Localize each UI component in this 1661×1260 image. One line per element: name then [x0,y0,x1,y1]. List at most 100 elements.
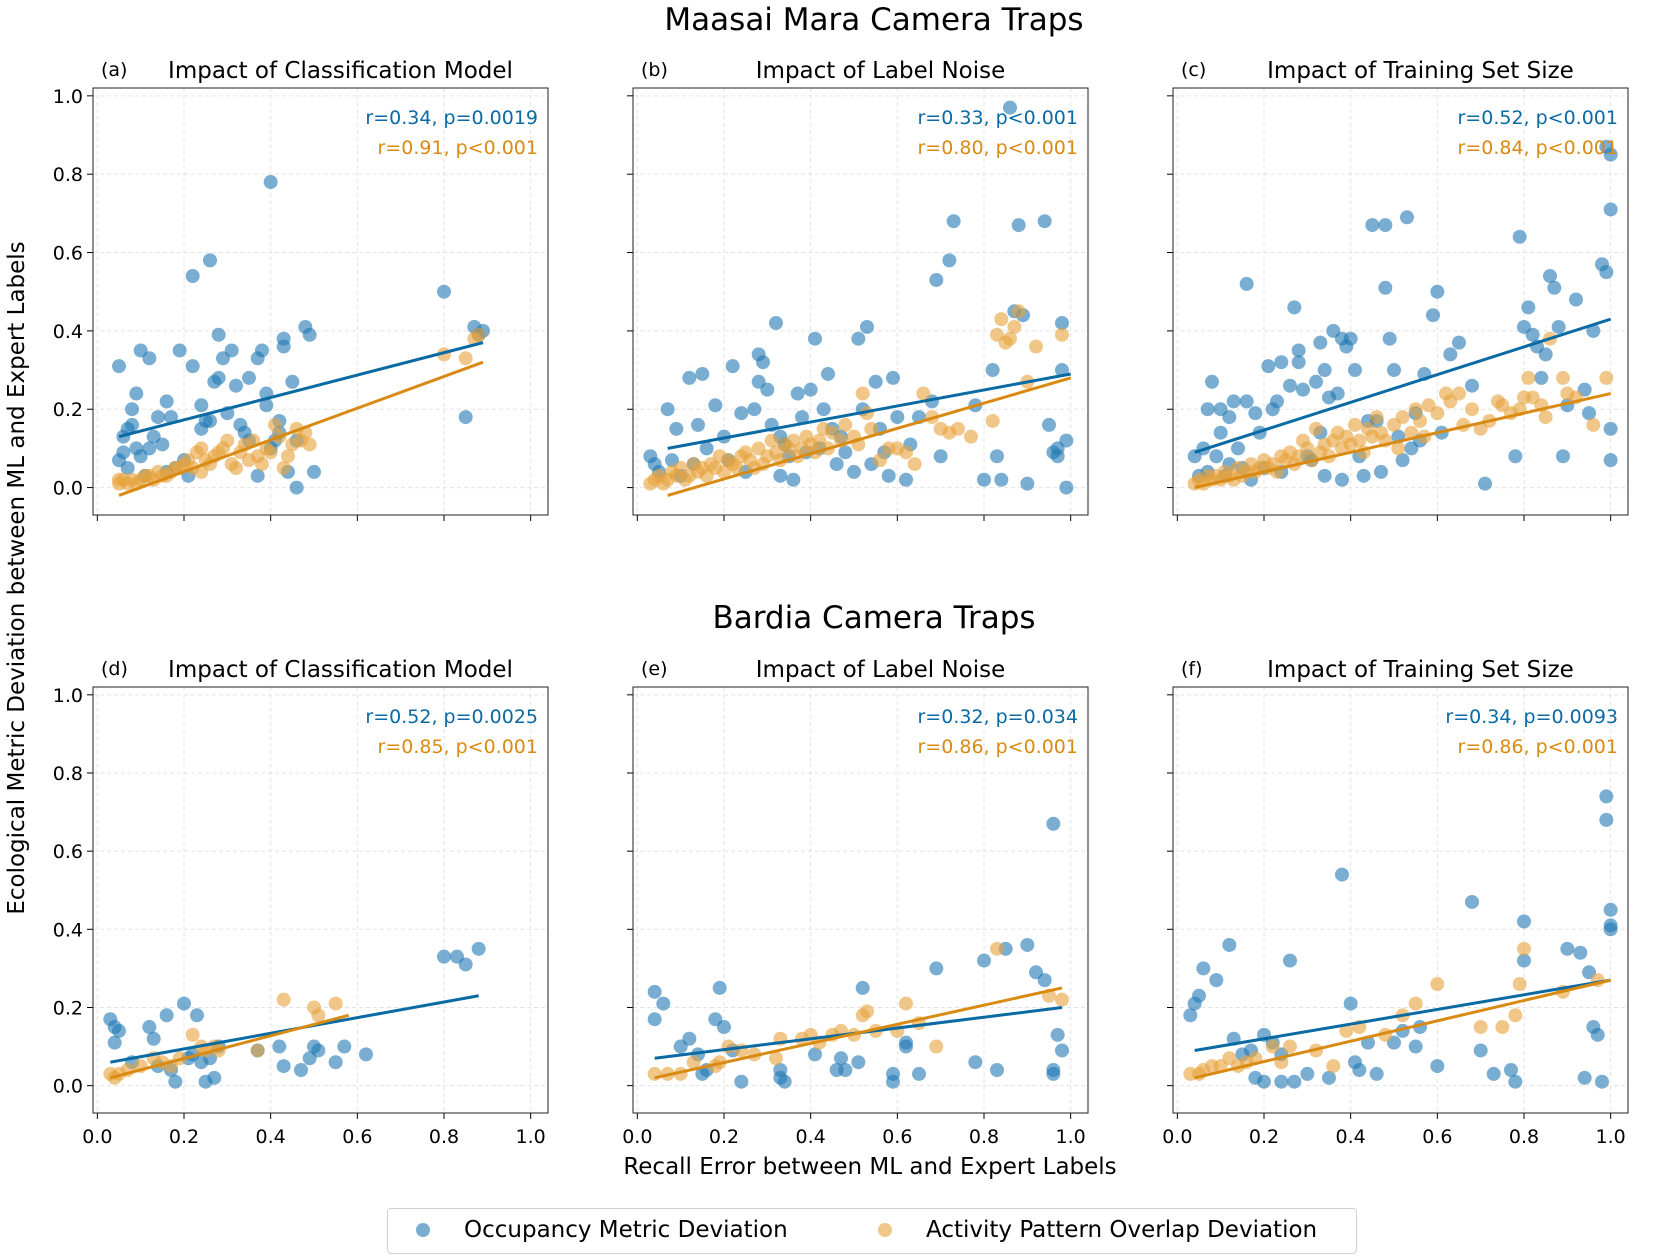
occupancy-point [172,343,187,358]
occupancy-stats: r=0.52, p=0.0025 [365,706,538,728]
activity-fit-line [118,360,484,497]
occupancy-point [1287,300,1302,315]
occupancy-point [302,327,317,342]
activity-point [1599,370,1614,385]
panel-label: (f) [1181,658,1203,680]
activity-point [1408,402,1423,417]
occupancy-point [177,996,191,1011]
y-tick-label: 0.6 [53,841,83,863]
occupancy-point [359,1047,373,1062]
occupancy-point [1270,394,1284,409]
x-tick-label: 0.8 [1509,1126,1539,1148]
panel-d: 0.0 0.2 0.4 0.6 0.8 1.0 0.0 0.2 0.4 0.6 0.8 1.0 r=0.… [53,657,549,1148]
panel-b: r=0.33, p<0.001 r=0.80, p<0.001 (b) Impact … [627,58,1089,521]
activity-point [276,460,291,475]
x-tick-label: 1.0 [1056,1126,1086,1148]
activity-stats: r=0.91, p<0.001 [378,137,539,159]
section-title-bardia: Bardia Camera Traps [712,600,1035,636]
activity-point [994,312,1009,327]
occupancy-point [194,398,209,413]
x-tick-label: 1.0 [516,1126,546,1148]
activity-point [1404,425,1419,440]
occupancy-point [1408,1039,1423,1054]
occupancy-point [912,1066,926,1081]
occupancy-point [1543,269,1557,284]
occupancy-point [1603,902,1618,917]
occupancy-point [1400,210,1414,225]
panel-a: 0.0 0.2 0.4 0.6 0.8 1.0 r=0.34, p=0.0019 r=0.91… [53,58,549,521]
occupancy-point [834,1051,848,1066]
plot-frame [632,686,1089,1114]
activity-point [1352,433,1367,448]
occupancy-point [1261,359,1276,374]
occupancy-point [159,394,174,409]
occupancy-point [1560,941,1575,956]
occupancy-point [1430,284,1445,299]
occupancy-point [1430,1059,1445,1074]
occupancy-point [285,374,300,389]
occupancy-point [1603,202,1618,217]
occupancy-stats: r=0.32, p=0.034 [918,706,1079,728]
occupancy-point [1517,914,1531,929]
occupancy-point [1356,468,1371,483]
occupancy-point [1508,1074,1523,1089]
occupancy-point [1387,363,1401,378]
occupancy-point [190,1008,204,1023]
occupancy-point [1473,1043,1488,1058]
occupancy-point [1378,280,1393,295]
occupancy-point [1317,468,1332,483]
occupancy-point [125,402,139,417]
occupancy-point [471,941,486,956]
activity-point [250,1043,265,1058]
occupancy-point [660,402,675,417]
occupancy-point [868,374,883,389]
occupancy-point [756,355,770,370]
occupancy-point [773,468,788,483]
occupancy-point [1046,1066,1061,1081]
occupancy-point [307,464,321,479]
occupancy-point [1322,1070,1336,1085]
occupancy-point [1534,370,1549,385]
activity-stats: r=0.85, p<0.001 [378,736,539,758]
occupancy-point [977,472,991,487]
x-tick-label: 0.4 [256,1126,286,1148]
panel-label: (b) [641,59,668,81]
occupancy-point [838,1063,853,1078]
occupancy-point [669,421,684,436]
occupancy-fit-line [1194,317,1612,454]
occupancy-point [250,468,265,483]
occupancy-stats: r=0.52, p<0.001 [1458,107,1619,129]
occupancy-point [695,366,710,381]
activity-point [1300,441,1315,456]
activity-point [1055,327,1069,342]
panel-title: Impact of Training Set Size [1267,58,1574,84]
activity-point [1003,331,1017,346]
activity-stats: r=0.84, p<0.001 [1458,137,1619,159]
occupancy-point [1486,1066,1501,1081]
occupancy-point [821,366,835,381]
activity-point [1508,1008,1523,1023]
activity-point [1512,977,1527,992]
y-tick-label: 0.0 [53,1076,83,1098]
occupancy-point [263,175,278,190]
activity-point [185,1027,200,1042]
occupancy-point [1478,476,1492,491]
occupancy-point [146,1031,161,1046]
occupancy-point [1205,374,1219,389]
occupancy-point [1395,453,1410,468]
occupancy-point [1378,218,1393,233]
legend-item-occupancy: Occupancy Metric Deviation [416,1217,788,1243]
occupancy-point [1452,335,1466,350]
occupancy-point [1525,327,1540,342]
occupancy-stats: r=0.34, p=0.0093 [1445,706,1618,728]
occupancy-point [159,1008,174,1023]
activity-point [1556,370,1570,385]
occupancy-point [1011,218,1026,233]
plot-frame [92,686,549,1114]
occupancy-point [1335,472,1349,487]
occupancy-point [1590,1027,1605,1042]
panel-title: Impact of Classification Model [168,58,513,84]
occupancy-point [1274,1074,1289,1089]
occupancy-point [155,437,170,452]
occupancy-point [185,269,200,284]
